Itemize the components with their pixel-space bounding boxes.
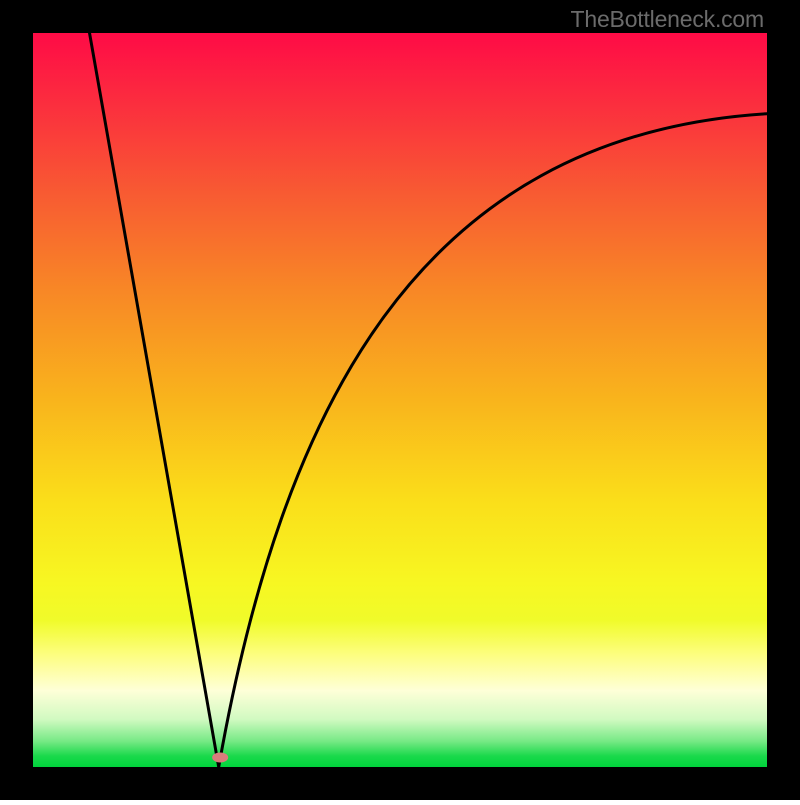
bottleneck-curve <box>90 33 767 767</box>
watermark-text: TheBottleneck.com <box>571 6 764 33</box>
chart-frame: TheBottleneck.com <box>0 0 800 800</box>
curve-layer <box>33 33 767 767</box>
plot-area <box>33 33 767 767</box>
notch-marker <box>212 752 228 762</box>
